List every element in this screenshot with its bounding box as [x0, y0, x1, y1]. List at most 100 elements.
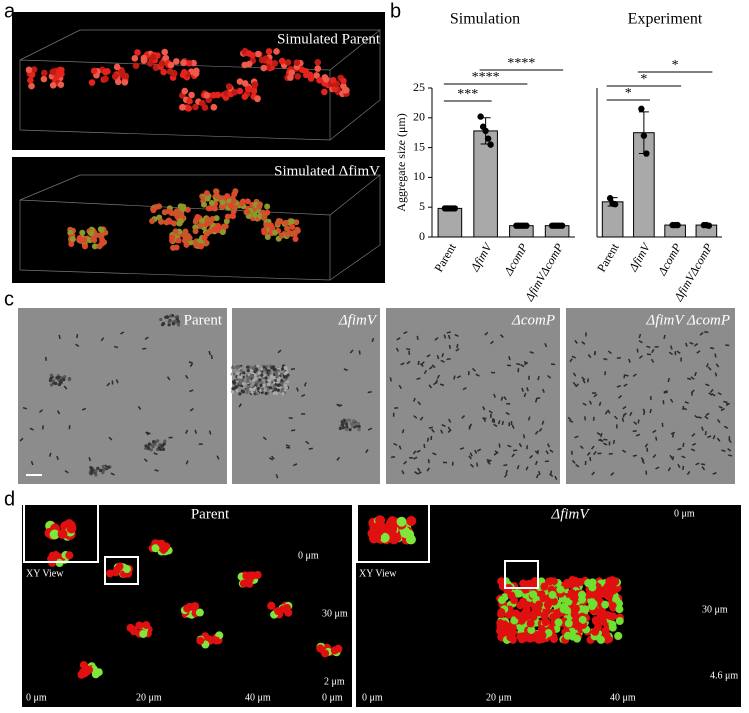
image-label: ΔfimV ΔcomP — [645, 312, 730, 328]
cell — [258, 378, 262, 382]
bacterium — [154, 469, 159, 472]
cell — [272, 229, 279, 236]
bacterium — [417, 471, 422, 475]
cell — [330, 646, 339, 655]
bacterium — [663, 390, 668, 393]
bacterium — [690, 389, 695, 394]
cell — [131, 55, 139, 62]
cell — [316, 76, 323, 84]
axis-label: 0 μm — [362, 692, 383, 703]
cell — [254, 50, 262, 58]
cell — [554, 618, 563, 627]
cell — [340, 77, 347, 85]
bacterium — [448, 344, 452, 349]
bacterium — [216, 455, 220, 460]
bacterium — [486, 460, 491, 465]
cell — [261, 227, 268, 234]
bacterium — [691, 432, 696, 437]
cell — [340, 423, 345, 427]
cell — [85, 236, 92, 243]
cell — [79, 661, 88, 670]
cell — [62, 377, 66, 382]
bar-chart: Simulation Aggregate size (μm) 0 5 10 15 20 25 P… — [394, 11, 722, 304]
bacterium — [575, 463, 580, 468]
bacterium — [663, 391, 668, 394]
cell — [293, 59, 301, 66]
cell — [236, 78, 244, 85]
cell — [180, 205, 187, 212]
bacterium — [669, 454, 673, 459]
bacterium — [426, 354, 431, 358]
cell — [556, 585, 565, 594]
axis-label: 2 μm — [324, 676, 345, 687]
bacterium — [523, 392, 527, 398]
image-label: Parent — [184, 312, 223, 328]
bacterium — [462, 386, 467, 391]
bacterium — [408, 350, 411, 355]
cell — [199, 99, 206, 107]
bacterium — [505, 411, 510, 416]
cell — [371, 532, 382, 543]
data-point — [451, 205, 459, 212]
cell — [273, 48, 280, 55]
cell — [284, 375, 288, 379]
bacterium — [413, 456, 418, 460]
bacterium — [349, 349, 354, 354]
cell — [140, 54, 148, 62]
bacterium — [686, 471, 691, 476]
bacterium — [482, 417, 487, 422]
panel-label: a — [4, 0, 16, 22]
bacterium — [416, 335, 419, 340]
bacterium — [185, 429, 189, 434]
cell — [57, 382, 61, 387]
bacterium — [456, 343, 459, 349]
bacterium — [433, 381, 438, 386]
panel-label: b — [390, 0, 401, 22]
bacterium — [536, 397, 541, 400]
cell — [184, 206, 191, 213]
cell — [340, 82, 347, 90]
bacterium — [398, 445, 402, 450]
cell — [63, 375, 67, 379]
bacterium — [646, 345, 651, 349]
cell — [526, 619, 535, 628]
bacterium — [687, 377, 692, 381]
cell — [241, 61, 249, 69]
bacterium — [628, 358, 631, 363]
cell — [589, 599, 598, 608]
cell — [535, 600, 544, 609]
bacterium — [365, 449, 369, 454]
cell — [235, 388, 239, 393]
bacterium — [538, 470, 541, 476]
cell — [280, 372, 284, 376]
bacterium — [516, 465, 520, 470]
bacterium — [189, 389, 194, 393]
cell — [167, 323, 171, 327]
bacterium — [76, 333, 79, 339]
bacterium — [440, 359, 445, 363]
bacterium — [721, 449, 726, 453]
bacterium — [652, 429, 657, 434]
bacterium — [600, 432, 603, 438]
bacterium — [417, 401, 422, 406]
cell — [197, 222, 204, 229]
bacterium — [676, 350, 681, 355]
cell — [322, 76, 330, 83]
cell — [182, 228, 189, 235]
significance-label: * — [640, 72, 647, 87]
cell — [237, 375, 241, 379]
cell — [156, 439, 160, 443]
data-point — [640, 132, 648, 139]
cell — [235, 377, 239, 381]
cell — [271, 387, 275, 391]
cell — [167, 320, 171, 324]
cell — [221, 223, 228, 230]
bacterium — [569, 358, 573, 363]
cell — [356, 421, 360, 426]
cell — [102, 468, 106, 472]
bacterium — [575, 383, 579, 388]
bacterium — [682, 407, 688, 411]
cell — [236, 372, 240, 376]
cell — [574, 621, 583, 630]
bacterium — [593, 451, 597, 456]
